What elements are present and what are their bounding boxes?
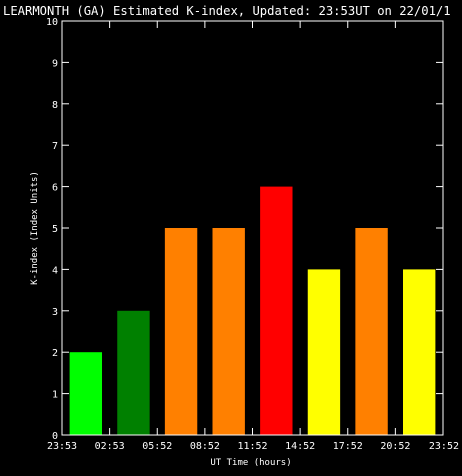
bars bbox=[69, 186, 436, 435]
bar bbox=[260, 186, 293, 435]
y-tick-label: 9 bbox=[52, 58, 58, 69]
bar bbox=[117, 310, 150, 435]
x-tick-label: 23:53 bbox=[47, 441, 77, 452]
y-tick-label: 6 bbox=[52, 183, 58, 194]
y-tick-label: 3 bbox=[52, 307, 58, 318]
bar bbox=[164, 228, 198, 435]
ticks: 0 1 2 3 4 5 6 7 8 9 10 23:53 02:53 05:52 08:52 11:52 14:… bbox=[46, 17, 459, 452]
y-tick-label: 5 bbox=[52, 224, 58, 235]
x-tick-label: 11:52 bbox=[237, 441, 267, 452]
y-axis-label: K-index (Index Units) bbox=[30, 171, 40, 285]
x-tick-label: 05:52 bbox=[142, 441, 172, 452]
y-tick-label: 4 bbox=[52, 265, 58, 276]
bar bbox=[355, 228, 388, 435]
y-tick-label: 2 bbox=[52, 348, 58, 359]
bar bbox=[69, 352, 103, 435]
y-tick-label: 0 bbox=[52, 431, 58, 442]
x-tick-label: 08:52 bbox=[190, 441, 220, 452]
y-tick-label: 10 bbox=[46, 17, 58, 28]
bar bbox=[403, 269, 436, 435]
bar bbox=[307, 269, 341, 435]
y-tick-label: 7 bbox=[52, 141, 58, 152]
y-tick-label: 8 bbox=[52, 100, 58, 111]
bar bbox=[212, 228, 245, 435]
chart-title: LEARMONTH (GA) Estimated K-index, Update… bbox=[3, 4, 451, 18]
x-tick-label: 23:52 bbox=[429, 441, 459, 452]
x-axis-label: UT Time (hours) bbox=[210, 458, 291, 468]
x-tick-label: 02:53 bbox=[95, 441, 125, 452]
y-tick-label: 1 bbox=[52, 390, 58, 401]
x-tick-label: 17:52 bbox=[333, 441, 363, 452]
x-tick-label: 20:52 bbox=[380, 441, 410, 452]
x-tick-label: 14:52 bbox=[285, 441, 315, 452]
